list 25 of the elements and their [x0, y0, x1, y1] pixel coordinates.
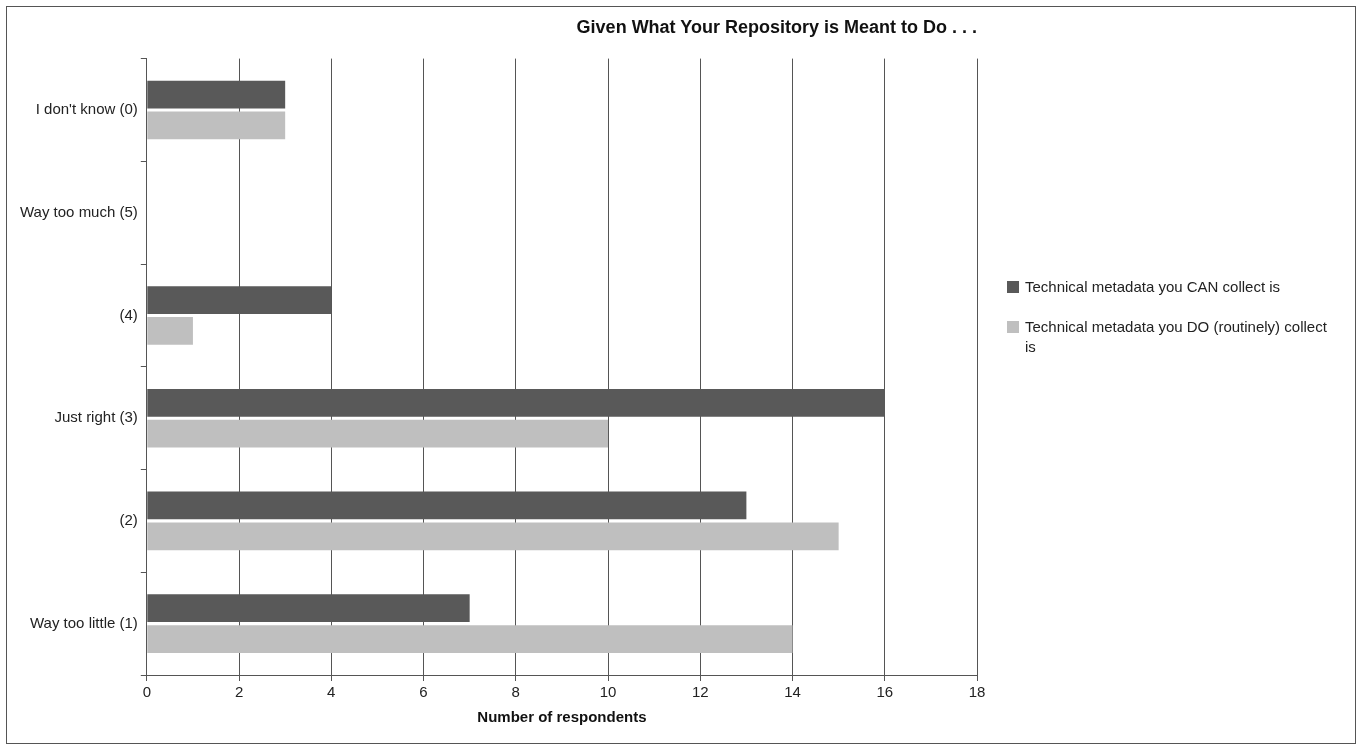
bar — [147, 419, 609, 448]
chart-title: Given What Your Repository is Meant to Do . . . — [576, 16, 977, 37]
x-tick-label: 10 — [599, 683, 617, 701]
y-tick-label: (2) — [119, 511, 138, 529]
legend-label: Technical metadata you DO (routinely) collect is — [1025, 317, 1328, 357]
x-tick-label: 8 — [511, 683, 520, 701]
y-tick-label: Way too little (1) — [30, 613, 138, 631]
y-tick-label: Way too much (5) — [20, 202, 138, 220]
x-tick-label: 18 — [968, 683, 986, 701]
x-tick-label: 16 — [876, 683, 894, 701]
y-tick-label: (4) — [119, 305, 138, 323]
x-tick-label: 0 — [142, 683, 151, 701]
y-tick-label: Just right (3) — [54, 408, 138, 426]
bar — [147, 625, 793, 653]
x-tick-label: 14 — [784, 683, 801, 701]
bar — [147, 111, 286, 140]
bar — [147, 316, 193, 345]
bar — [147, 522, 839, 551]
y-tick-label: I don't know (0) — [35, 100, 138, 118]
x-axis-title: Number of respondents — [477, 708, 647, 726]
x-tick-label: 12 — [691, 683, 709, 701]
x-tick-label: 6 — [419, 683, 428, 701]
x-tick-label: 2 — [234, 683, 244, 701]
legend-label: Technical metadata you CAN collect is — [1025, 277, 1281, 297]
x-tick-label: 4 — [327, 683, 336, 701]
